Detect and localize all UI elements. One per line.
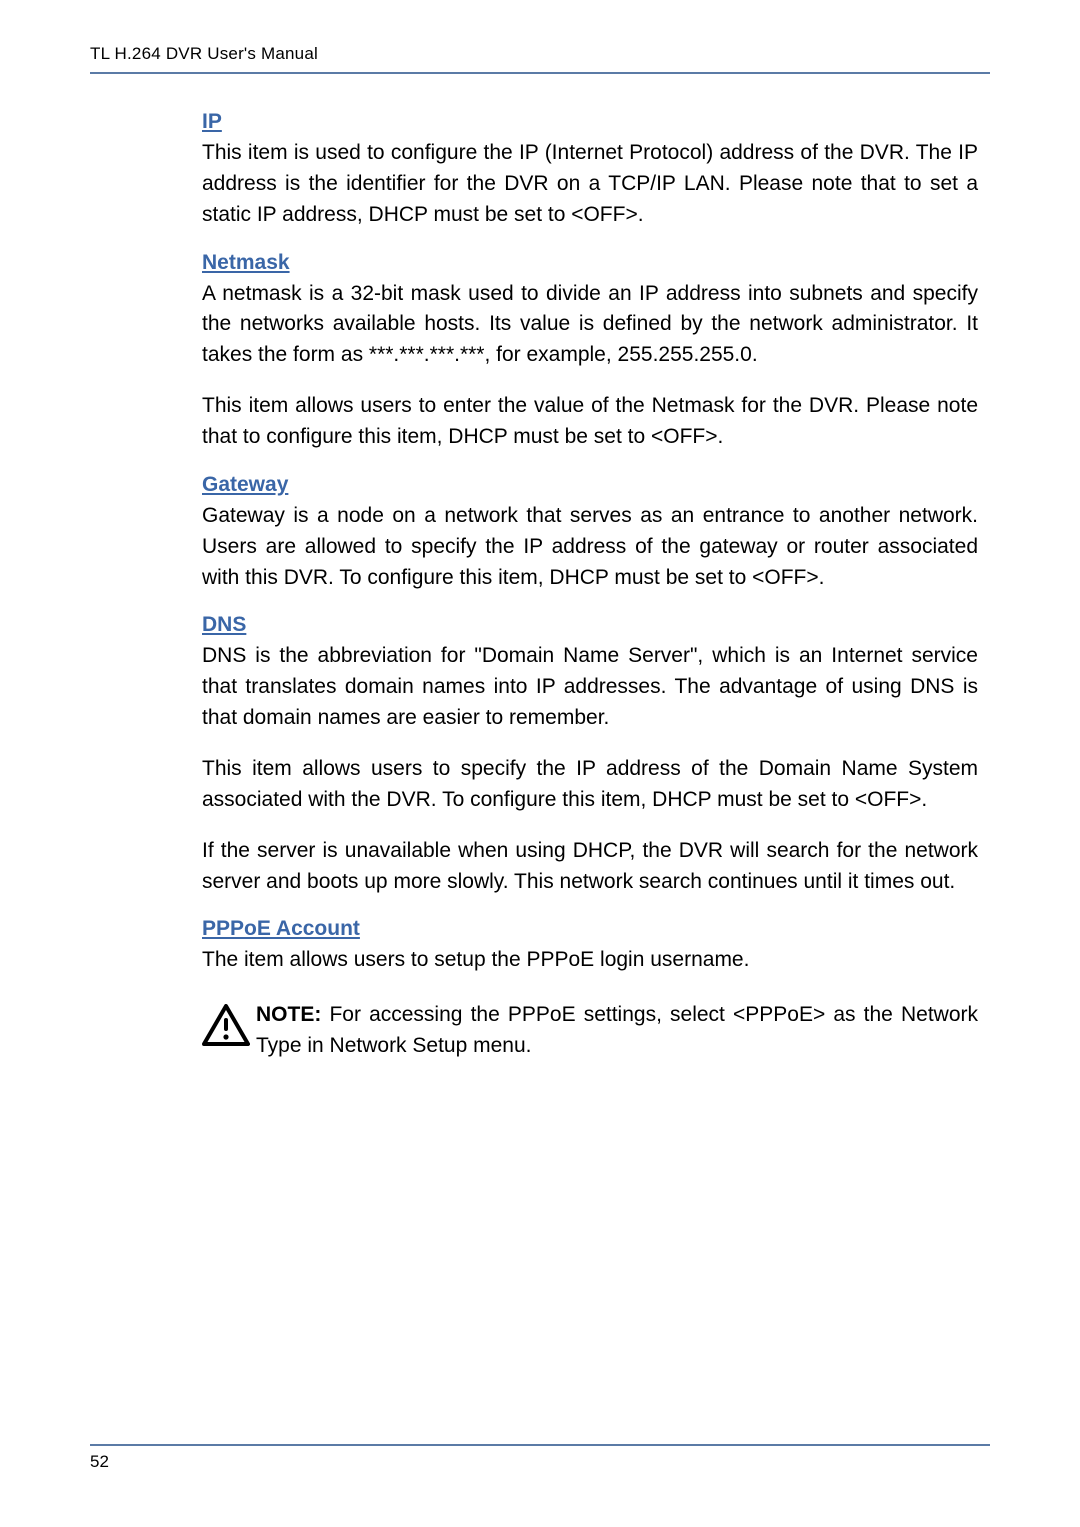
- paragraph-netmask-1: A netmask is a 32-bit mask used to divid…: [202, 279, 978, 372]
- paragraph-ip: This item is used to configure the IP (I…: [202, 138, 978, 231]
- page-number: 52: [90, 1452, 990, 1472]
- paragraph-pppoe: The item allows users to setup the PPPoE…: [202, 945, 978, 976]
- note-body: For accessing the PPPoE settings, select…: [256, 1003, 978, 1057]
- note-text: NOTE: For accessing the PPPoE settings, …: [256, 1000, 978, 1062]
- running-header: TL H.264 DVR User's Manual: [90, 44, 990, 64]
- paragraph-gateway: Gateway is a node on a network that serv…: [202, 501, 978, 594]
- paragraph-dns-3: If the server is unavailable when using …: [202, 836, 978, 898]
- note-label: NOTE:: [256, 1003, 321, 1026]
- note-block: NOTE: For accessing the PPPoE settings, …: [202, 1000, 978, 1062]
- heading-ip: IP: [202, 110, 978, 134]
- heading-pppoe: PPPoE Account: [202, 917, 978, 941]
- footer: 52: [90, 1436, 990, 1472]
- footer-rule: [90, 1444, 990, 1446]
- paragraph-dns-2: This item allows users to specify the IP…: [202, 754, 978, 816]
- header-rule: [90, 72, 990, 74]
- paragraph-dns-1: DNS is the abbreviation for "Domain Name…: [202, 641, 978, 734]
- page: TL H.264 DVR User's Manual IP This item …: [0, 0, 1080, 1527]
- content-area: IP This item is used to configure the IP…: [202, 110, 978, 1062]
- heading-gateway: Gateway: [202, 473, 978, 497]
- warning-icon: [202, 1004, 250, 1046]
- paragraph-netmask-2: This item allows users to enter the valu…: [202, 391, 978, 453]
- heading-dns: DNS: [202, 613, 978, 637]
- heading-netmask: Netmask: [202, 251, 978, 275]
